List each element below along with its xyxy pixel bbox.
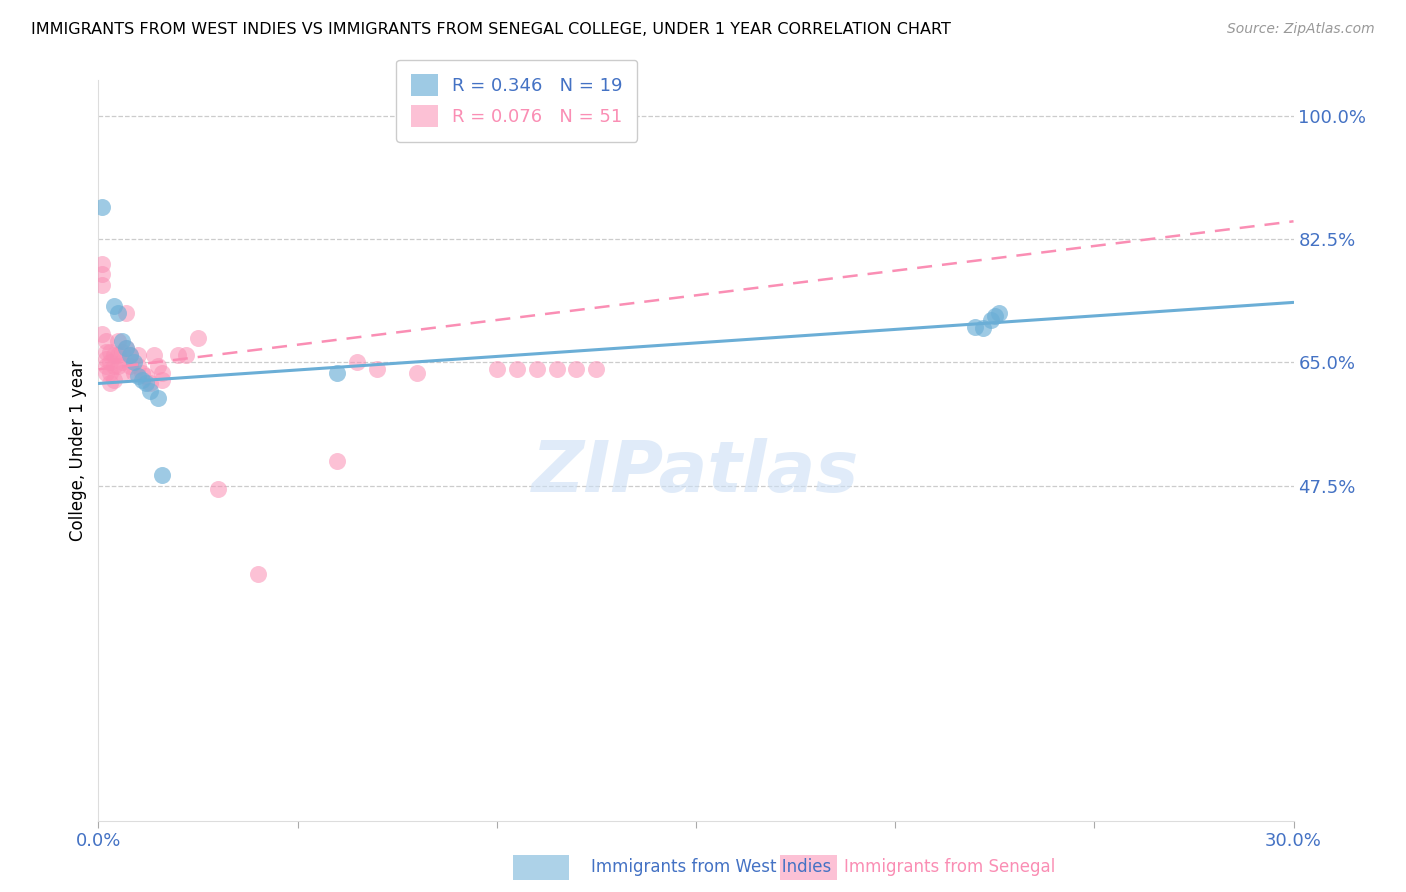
Point (326, 366, 349, 380)
Point (127, 369, 149, 384)
Text: ZIPatlas: ZIPatlas (533, 438, 859, 508)
Point (187, 331, 209, 345)
Point (91, 267, 114, 281)
Point (98, 376, 122, 391)
Point (96, 344, 118, 359)
Point (98, 344, 122, 359)
Point (565, 362, 588, 376)
Point (135, 376, 157, 391)
Point (115, 341, 138, 355)
Point (96, 334, 118, 348)
Point (207, 482, 229, 496)
Point (167, 348, 190, 362)
Point (115, 341, 138, 355)
Point (526, 362, 548, 376)
Point (96, 366, 118, 380)
Point (546, 362, 568, 376)
Text: Source: ZipAtlas.com: Source: ZipAtlas.com (1227, 22, 1375, 37)
Point (107, 348, 129, 362)
Point (120, 348, 142, 362)
Point (346, 355, 368, 369)
Text: Immigrants from Senegal: Immigrants from Senegal (844, 858, 1054, 876)
Point (135, 369, 157, 384)
Point (148, 391, 170, 405)
Point (91, 257, 114, 271)
Point (111, 344, 134, 359)
Point (127, 348, 149, 362)
Point (963, 320, 986, 334)
Point (103, 359, 125, 373)
Point (174, 348, 197, 362)
Point (103, 299, 125, 313)
Point (972, 321, 994, 335)
Point (107, 334, 129, 348)
Y-axis label: College, Under 1 year: College, Under 1 year (69, 359, 87, 541)
Legend: R = 0.346   N = 19, R = 0.076   N = 51: R = 0.346 N = 19, R = 0.076 N = 51 (396, 60, 637, 142)
Point (96, 359, 118, 373)
Point (150, 373, 173, 387)
Point (111, 334, 134, 348)
Point (150, 366, 173, 380)
Point (139, 376, 162, 391)
Point (131, 366, 153, 380)
Point (120, 348, 142, 362)
Point (984, 310, 1007, 324)
Point (91, 200, 114, 214)
Point (107, 359, 129, 373)
Point (406, 366, 429, 380)
Point (120, 359, 142, 373)
Point (103, 348, 125, 362)
Point (98, 355, 122, 369)
Point (326, 454, 349, 468)
Text: Immigrants from West Indies: Immigrants from West Indies (591, 858, 831, 876)
Point (366, 362, 388, 376)
Text: IMMIGRANTS FROM WEST INDIES VS IMMIGRANTS FROM SENEGAL COLLEGE, UNDER 1 YEAR COR: IMMIGRANTS FROM WEST INDIES VS IMMIGRANT… (31, 22, 950, 37)
Point (124, 355, 146, 369)
Point (127, 359, 149, 373)
Point (131, 373, 153, 387)
Point (115, 306, 138, 320)
Point (103, 373, 125, 387)
Point (139, 384, 162, 398)
Point (124, 366, 146, 380)
Point (150, 468, 173, 483)
Point (111, 366, 134, 380)
Point (987, 306, 1010, 320)
Point (980, 313, 1002, 327)
Point (143, 348, 166, 362)
Point (91, 277, 114, 292)
Point (148, 359, 170, 373)
Point (111, 355, 134, 369)
Point (585, 362, 607, 376)
Point (91, 327, 114, 342)
Point (506, 362, 529, 376)
Point (96, 351, 118, 366)
Point (246, 566, 269, 581)
Point (98, 366, 122, 380)
Point (485, 362, 508, 376)
Point (107, 306, 129, 320)
